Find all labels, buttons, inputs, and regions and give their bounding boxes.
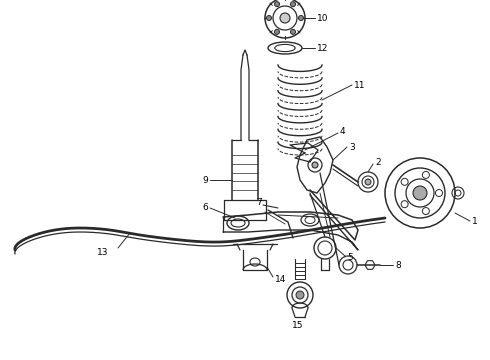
Text: 10: 10	[317, 14, 328, 23]
Text: 9: 9	[202, 176, 208, 185]
Circle shape	[298, 15, 303, 21]
Text: 2: 2	[375, 158, 381, 166]
Circle shape	[274, 30, 279, 34]
Circle shape	[312, 162, 318, 168]
Circle shape	[280, 13, 290, 23]
Text: 7: 7	[256, 198, 262, 207]
Text: 5: 5	[347, 252, 353, 261]
Circle shape	[267, 15, 271, 21]
Text: 14: 14	[275, 274, 286, 284]
Text: 8: 8	[395, 261, 401, 270]
Text: 4: 4	[340, 126, 345, 135]
Circle shape	[365, 179, 371, 185]
Circle shape	[291, 2, 295, 6]
Text: 13: 13	[97, 248, 108, 257]
Text: 11: 11	[354, 81, 366, 90]
Circle shape	[296, 291, 304, 299]
Text: 6: 6	[202, 202, 208, 212]
Text: 12: 12	[317, 44, 328, 53]
Text: 3: 3	[349, 143, 355, 152]
Circle shape	[291, 30, 295, 34]
Circle shape	[413, 186, 427, 200]
Text: 15: 15	[292, 320, 303, 329]
Circle shape	[274, 2, 279, 6]
Text: 1: 1	[472, 216, 478, 225]
